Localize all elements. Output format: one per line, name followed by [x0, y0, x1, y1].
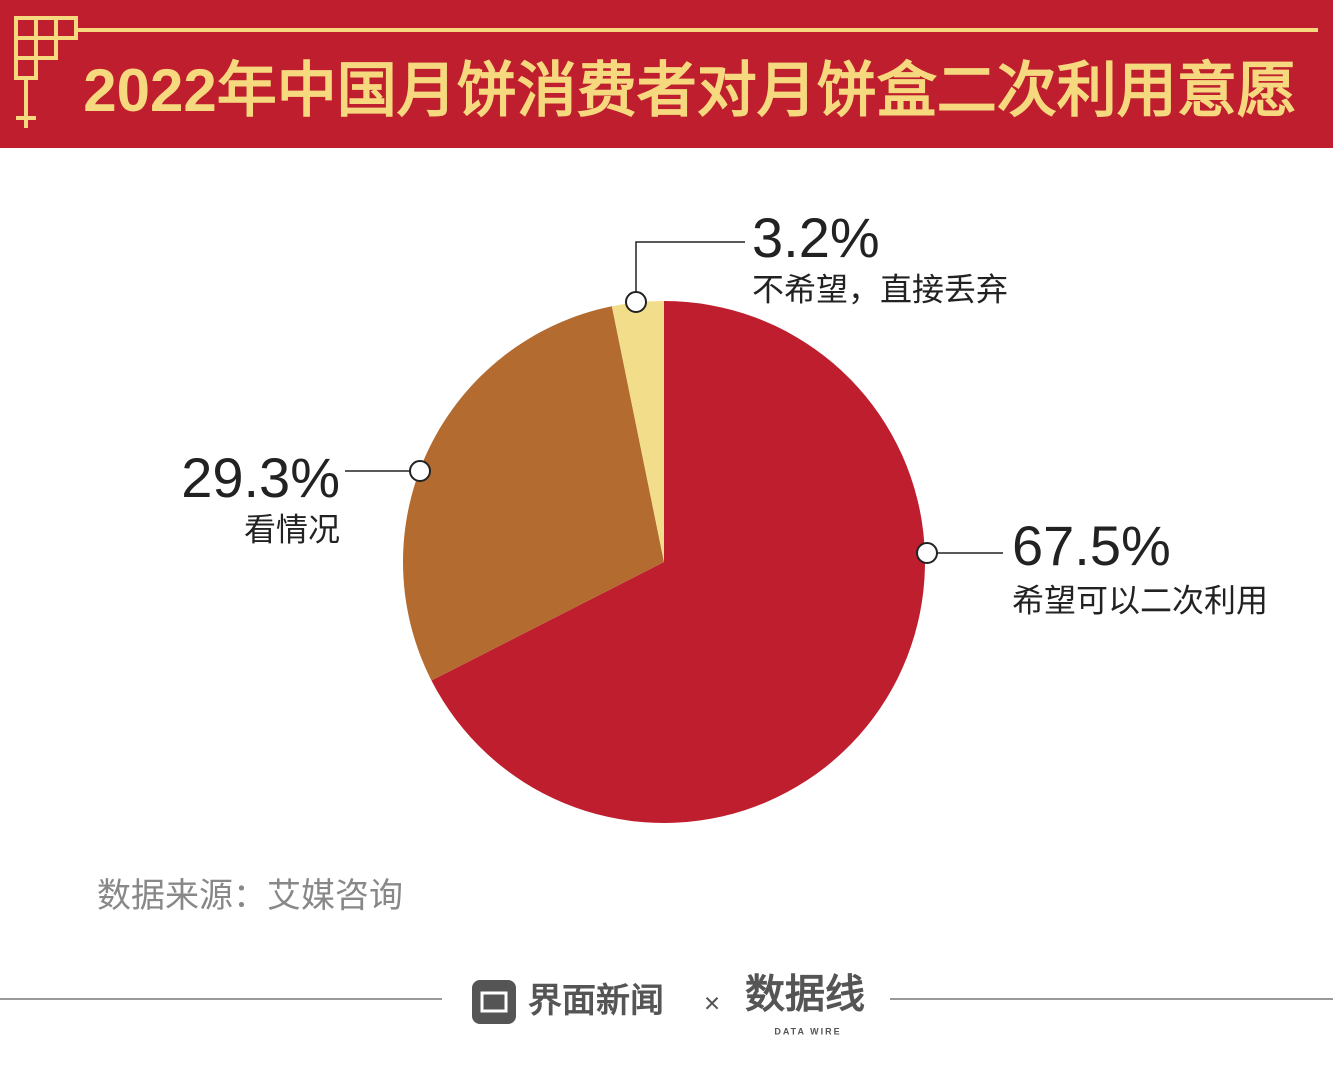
pie-slice [431, 301, 925, 823]
leader-dot [916, 542, 938, 564]
pie-slice [611, 301, 664, 562]
leader-dot [409, 460, 431, 482]
source-note: 数据来源：艾媒咨询 [97, 877, 403, 915]
footer-brand: 界面新闻 [528, 982, 664, 1020]
value-label: 29.3% [181, 446, 340, 509]
footer-partner-sub: DATA WIRE [774, 1026, 841, 1036]
brand-icon [472, 980, 516, 1024]
title-bar [0, 0, 1333, 148]
brand-icon-mark [480, 991, 508, 1013]
footer-separator: × [704, 987, 720, 1018]
value-label: 67.5% [1012, 514, 1171, 577]
category-label: 看情况 [244, 511, 340, 547]
chart-title: 2022年中国月饼消费者对月饼盒二次利用意愿 [83, 57, 1296, 124]
leader-dot [625, 291, 647, 313]
leader-line [635, 241, 745, 292]
category-label: 不希望，直接丢弃 [752, 271, 1008, 307]
title-ornament [14, 16, 1318, 128]
category-label: 希望可以二次利用 [1012, 582, 1268, 618]
footer-partner: 数据线 [745, 973, 865, 1017]
pie-slice [402, 306, 664, 681]
value-label: 3.2% [752, 206, 880, 269]
